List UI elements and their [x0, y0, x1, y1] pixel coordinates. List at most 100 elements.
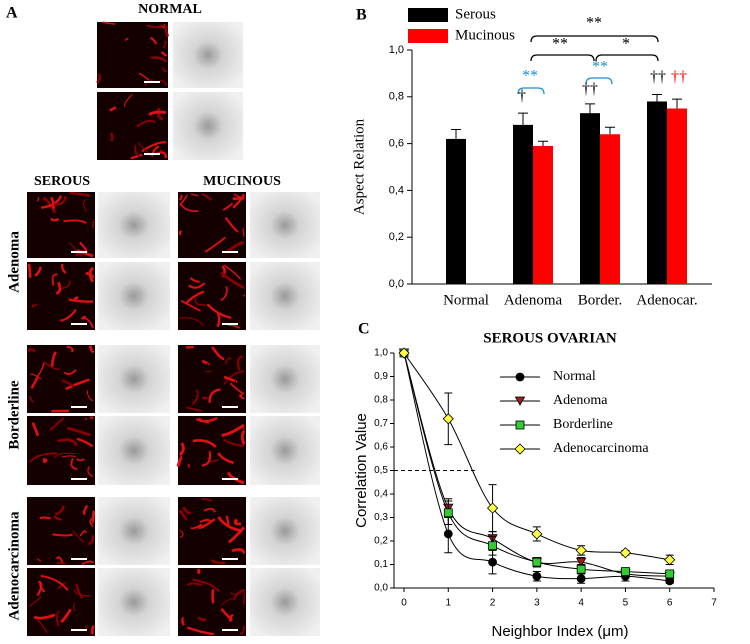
- fiber: [186, 406, 202, 412]
- fiber: [76, 248, 94, 258]
- fiber: [225, 515, 230, 526]
- fiber: [180, 299, 201, 312]
- y-tick-label: 0,7: [374, 418, 388, 429]
- legend-label: Adenoma: [553, 393, 608, 408]
- annotation: **: [586, 15, 602, 32]
- fiber: [232, 193, 246, 209]
- y-tick-label: 0,1: [374, 559, 388, 570]
- legend-label: Adenocarcinoma: [553, 441, 649, 456]
- marker: [443, 508, 453, 518]
- fiber: [160, 23, 166, 29]
- fiber: [36, 197, 40, 202]
- fiber: [223, 264, 242, 280]
- micrograph: [97, 92, 168, 160]
- micrographs: [27, 21, 320, 636]
- fiber: [196, 568, 201, 575]
- y-tick-label: 0,4: [389, 184, 404, 196]
- fiber: [60, 308, 77, 322]
- x-tick-label: 1: [446, 598, 452, 609]
- fiber: [178, 317, 204, 327]
- series-line: [403, 352, 670, 577]
- x-tick-label: Normal: [443, 292, 489, 308]
- fiber: [55, 556, 64, 564]
- fiber: [179, 194, 183, 201]
- fibers: [178, 192, 246, 254]
- marker: [398, 347, 410, 359]
- fiber: [221, 423, 245, 437]
- y-tick-label: 0,2: [389, 231, 404, 243]
- fiber: [134, 145, 141, 158]
- fiber: [198, 417, 210, 424]
- fiber: [55, 281, 62, 295]
- y-tick-label: 0,5: [374, 465, 388, 476]
- fiber: [164, 25, 170, 38]
- fiber: [178, 442, 185, 457]
- fiber: [201, 498, 213, 502]
- fiber: [36, 558, 42, 562]
- fiber: [92, 219, 96, 229]
- fiber: [75, 252, 83, 257]
- fiber: [228, 614, 234, 622]
- fiber: [182, 506, 192, 515]
- fiber: [63, 219, 87, 224]
- fiber: [53, 514, 63, 521]
- y-tick-label: 1,0: [374, 348, 388, 359]
- micrograph: [27, 345, 95, 413]
- fiber: [176, 455, 183, 467]
- marker: [488, 541, 497, 551]
- error-bar: [605, 126, 615, 135]
- y-tick-label: 0,0: [389, 278, 404, 290]
- fiber: [138, 72, 150, 81]
- fiber: [49, 417, 65, 431]
- fiber: [33, 613, 56, 620]
- fiber: [188, 282, 206, 289]
- bar: [600, 134, 620, 284]
- fiber: [194, 298, 206, 306]
- fiber: [242, 228, 245, 237]
- fiber: [148, 110, 167, 116]
- bar: [446, 138, 466, 284]
- bar: [667, 108, 687, 284]
- y-tick-label: 0,6: [389, 138, 404, 150]
- x-tick-label: 4: [578, 598, 584, 609]
- fiber: [130, 153, 143, 160]
- fiber: [226, 241, 245, 254]
- x-axis-label: Neighbor Index (μm): [491, 623, 628, 640]
- fft-image: [173, 22, 243, 88]
- bar: [580, 113, 600, 285]
- marker: [515, 420, 525, 430]
- fiber: [239, 625, 246, 635]
- legend-swatch: [408, 8, 448, 22]
- fiber: [56, 611, 60, 627]
- bar: [533, 145, 553, 284]
- fiber: [61, 379, 75, 388]
- fiber: [201, 450, 212, 467]
- micrograph: [97, 22, 168, 88]
- fiber: [82, 199, 88, 213]
- fiber: [223, 438, 245, 448]
- fiber: [188, 463, 190, 468]
- annotation: ††: [650, 69, 666, 86]
- fibers: [178, 264, 246, 329]
- fiber: [224, 357, 232, 365]
- error-bar: [451, 129, 461, 139]
- fiber: [207, 456, 219, 463]
- row-label: Adenoma: [6, 231, 22, 293]
- fiber: [236, 355, 243, 371]
- fiber: [87, 466, 94, 478]
- x-tick-label: 2: [490, 598, 496, 609]
- fiber: [191, 389, 199, 405]
- error-bar: [538, 140, 548, 146]
- legend-label: Normal: [553, 369, 596, 384]
- marker: [514, 443, 526, 455]
- column-title: SEROUS: [34, 174, 90, 189]
- fft-image: [98, 345, 170, 413]
- annotation: ††: [671, 69, 687, 86]
- fibers: [96, 21, 170, 87]
- fibers: [27, 345, 95, 413]
- y-tick-label: 0,4: [374, 489, 388, 500]
- significance-bracket: [530, 35, 659, 43]
- fiber: [66, 426, 91, 437]
- fiber: [31, 422, 40, 437]
